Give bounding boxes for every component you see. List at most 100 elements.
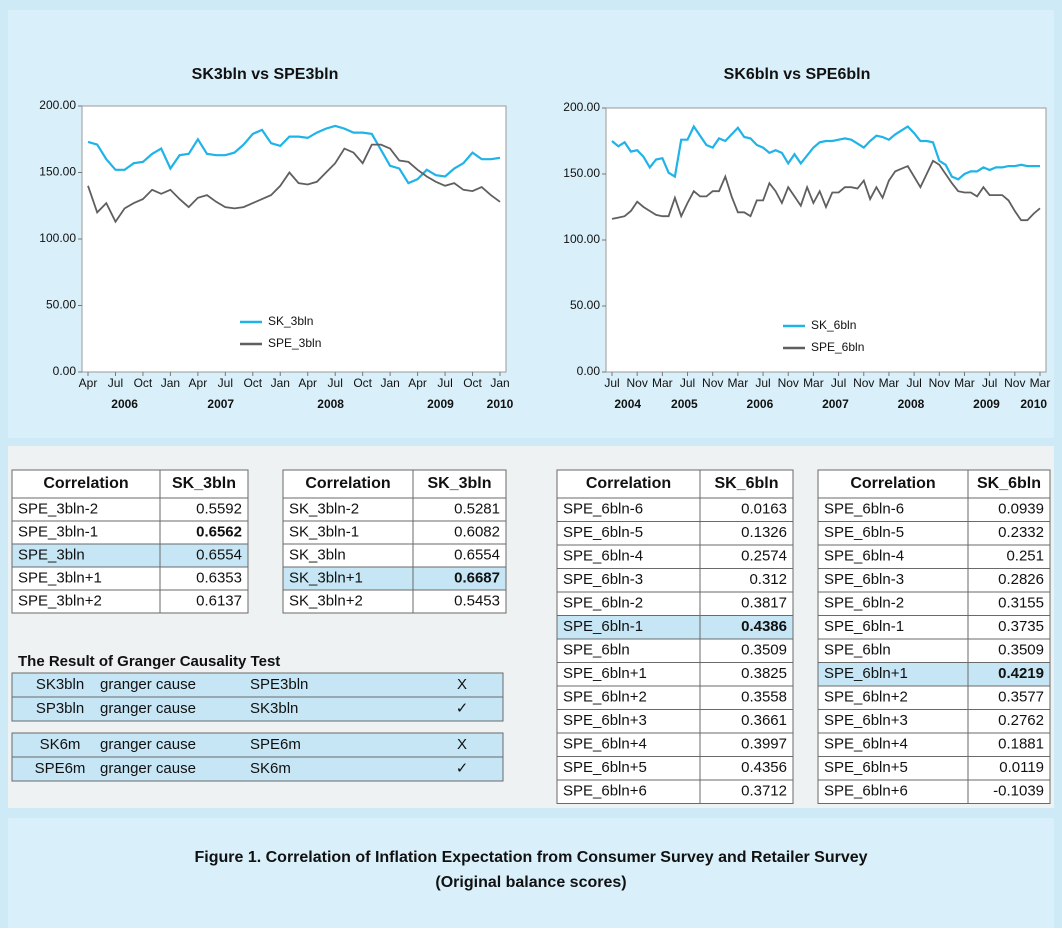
x-tick-label: Nov [1004,376,1025,390]
table-header: Correlation [586,475,671,492]
table-cell: 0.2826 [998,571,1044,588]
row-highlight [12,544,248,567]
year-label: 2006 [747,397,774,411]
table-cell: 0.3735 [998,618,1044,635]
granger-row [11,672,504,698]
year-label: 2004 [614,397,641,411]
table-cell: SPE_6bln+6 [824,783,908,800]
table-cell: SPE_6bln-3 [824,571,904,588]
table-cell: SPE_6bln-4 [824,548,904,565]
table-cell: SPE_3bln-1 [18,523,98,540]
table-cell: 0.4219 [998,665,1044,682]
table-cell: 0.6554 [454,546,500,563]
y-tick-label: 100.00 [39,231,76,245]
table-cell: SK_3bln-1 [289,523,359,540]
table-cell: SPE_6bln-3 [563,571,643,588]
series-line [87,143,501,224]
table-header: Correlation [850,475,935,492]
granger-cell: SPE6m [35,760,86,777]
table-cell: 0.2332 [998,524,1044,541]
x-tick-label: Jan [380,376,399,390]
year-label: 2008 [317,397,344,411]
year-label: 2007 [207,397,234,411]
table-cell: SK_3bln-2 [289,500,359,517]
granger-row [11,732,504,758]
year-label: 2007 [822,397,849,411]
table-cell: SPE_6bln+6 [563,783,647,800]
table-header: SK_6bln [714,475,778,492]
table-cell: 0.6554 [196,546,242,563]
x-tick-label: Mar [1030,376,1051,390]
table-header: SK_3bln [172,475,236,492]
granger-cell: SPE6m [250,736,301,753]
table-cell: SPE_6bln [563,642,630,659]
x-tick-label: Mar [728,376,749,390]
y-tick-label: 0.00 [577,364,601,378]
x-tick-label: Jan [490,376,509,390]
table-cell: SPE_3bln+1 [18,569,102,586]
table-cell: 0.1326 [741,524,787,541]
granger-cell: SK6m [250,760,291,777]
table-cell: SPE_6bln+5 [824,759,908,776]
y-tick-label: 100.00 [563,232,600,246]
x-tick-label: Jan [271,376,290,390]
x-tick-label: Jul [108,376,123,390]
caption-line: Figure 1. Correlation of Inflation Expec… [194,849,867,866]
x-tick-label: Apr [79,376,98,390]
table-border [282,469,507,614]
row-highlight [557,615,793,639]
table-cell: SK_3bln+1 [289,569,363,586]
table-border [11,469,249,614]
table-cell: SPE_6bln-6 [563,501,643,518]
table-cell: 0.3712 [741,783,787,800]
table-cell: 0.0119 [999,759,1044,776]
x-tick-label: Jul [680,376,695,390]
year-label: 2009 [427,397,454,411]
legend-label: SPE_3bln [268,336,321,350]
x-tick-label: Oct [353,376,372,390]
y-tick-label: 150.00 [39,165,76,179]
x-tick-label: Mar [652,376,673,390]
y-tick-label: 0.00 [53,364,77,378]
x-tick-label: Nov [853,376,874,390]
table-cell: 0.3155 [998,595,1044,612]
table-cell: -0.1039 [993,783,1044,800]
year-label: 2005 [671,397,698,411]
chart-title: SK6bln vs SPE6bln [724,66,871,83]
table-cell: 0.3817 [741,595,787,612]
table-cell: SPE_6bln-2 [563,595,643,612]
table-cell: 0.6687 [454,569,500,586]
granger-title: The Result of Granger Causality Test [18,653,280,670]
x-tick-label: Jul [982,376,997,390]
table-cell: 0.5453 [454,592,500,609]
legend-label: SK_3bln [268,314,313,328]
table-cell: 0.3558 [741,689,787,706]
table-cell: SPE_6bln+5 [563,759,647,776]
table-header: Correlation [43,475,128,492]
table-cell: SPE_6bln [824,642,891,659]
table-cell: SK_3bln [289,546,346,563]
series-line [611,124,1040,181]
chart-title: SK3bln vs SPE3bln [192,66,339,83]
table-bg [818,470,1050,804]
table-cell: SPE_6bln-4 [563,548,643,565]
table-cell: 0.3997 [741,736,787,753]
y-tick-label: 200.00 [563,100,600,114]
year-label: 2010 [1020,397,1047,411]
y-tick-label: 200.00 [39,98,76,112]
granger-result: ✓ [456,760,469,777]
table-cell: SPE_6bln-5 [563,524,643,541]
plot-area [605,107,1047,373]
table-cell: 0.2762 [998,712,1044,729]
table-cell: SPE_6bln+4 [563,736,647,753]
row-highlight [283,567,506,590]
table-border [556,469,794,804]
table-cell: 0.4356 [741,759,787,776]
table-cell: 0.0163 [741,501,787,518]
table-cell: SPE_6bln+2 [563,689,647,706]
series-line [611,159,1041,222]
x-tick-label: Jul [906,376,921,390]
x-tick-label: Mar [954,376,975,390]
year-label: 2010 [487,397,514,411]
